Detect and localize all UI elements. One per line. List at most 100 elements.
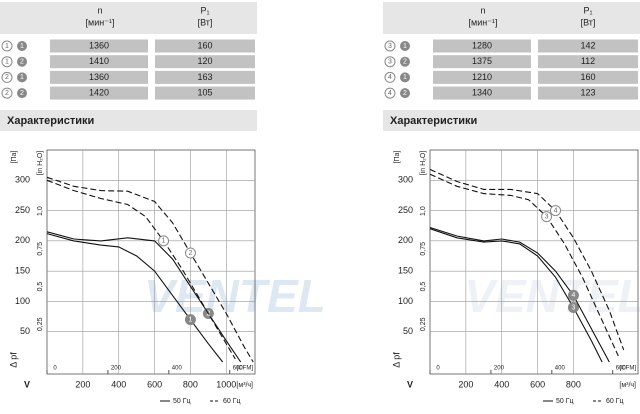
circle-label bbox=[17, 88, 27, 99]
header-n-unit: [мин⁻¹] bbox=[86, 17, 115, 27]
circle-label bbox=[384, 87, 396, 99]
y2-tick-label: 1,0 bbox=[37, 206, 44, 216]
cell: 1 bbox=[20, 43, 24, 50]
x-tick-label: 1000 bbox=[216, 379, 236, 389]
cell: 123 bbox=[580, 87, 595, 97]
y-axis-label: [Па] bbox=[394, 151, 401, 164]
cell: 1410 bbox=[89, 56, 109, 66]
cell: 1 bbox=[5, 59, 9, 66]
y2-tick-label: 0,25 bbox=[420, 317, 427, 331]
cell: 1340 bbox=[472, 87, 492, 97]
cell-box bbox=[433, 55, 531, 69]
cell: 1 bbox=[20, 74, 24, 81]
y-tick-label: 200 bbox=[398, 235, 413, 245]
cell: 1280 bbox=[472, 40, 492, 50]
circle-label bbox=[384, 40, 396, 52]
cell: 2 bbox=[20, 59, 24, 66]
curve-marker bbox=[567, 301, 579, 313]
cell: 1360 bbox=[89, 40, 109, 50]
y-tick-label: 250 bbox=[398, 205, 413, 215]
circle-label bbox=[17, 72, 27, 83]
circle-label bbox=[400, 41, 410, 51]
curve bbox=[429, 226, 610, 363]
curve-marker bbox=[550, 205, 562, 217]
y2-axis-label: [in H₂O] bbox=[37, 151, 44, 176]
cell-box bbox=[155, 39, 255, 53]
x2-tick-label: 600 bbox=[233, 366, 244, 372]
y-tick-label: 300 bbox=[398, 175, 413, 185]
curve-label: 3 bbox=[571, 304, 575, 311]
circle-label bbox=[1, 56, 13, 68]
x-tick-label: 800 bbox=[566, 379, 581, 389]
cell-box bbox=[538, 39, 638, 53]
cell-box bbox=[538, 86, 638, 100]
pressure-label: Δ pf bbox=[8, 352, 18, 368]
x2-tick-label: 400 bbox=[555, 366, 566, 372]
y2-axis-label: [in H₂O] bbox=[420, 151, 427, 176]
cell: 2 bbox=[403, 90, 407, 97]
cell: 160 bbox=[197, 40, 212, 50]
header-band bbox=[383, 2, 640, 34]
cell: 1420 bbox=[89, 87, 109, 97]
y2-tick-label: 0,75 bbox=[37, 242, 44, 256]
cell-box bbox=[433, 39, 531, 53]
legend-label: 60 Гц bbox=[223, 398, 241, 405]
cell: 4 bbox=[388, 90, 392, 97]
cell: 3 bbox=[388, 59, 392, 66]
y-tick-label: 150 bbox=[398, 266, 413, 276]
curve-label: 1 bbox=[188, 316, 192, 323]
circle-label bbox=[400, 56, 410, 67]
curve bbox=[46, 179, 236, 360]
flow-label: V bbox=[407, 379, 413, 389]
x2-tick-label: 200 bbox=[111, 366, 122, 372]
x-tick-label: 800 bbox=[183, 379, 198, 389]
y-tick-label: 150 bbox=[15, 266, 30, 276]
x-tick-label: 600 bbox=[530, 379, 545, 389]
cell-box bbox=[155, 86, 255, 100]
y-tick-label: 300 bbox=[15, 175, 30, 185]
cell: 1 bbox=[403, 74, 407, 81]
curve-label: 3 bbox=[545, 213, 549, 220]
curve bbox=[46, 231, 242, 363]
curve bbox=[429, 228, 603, 363]
cell: 112 bbox=[581, 56, 595, 66]
plot-frame bbox=[46, 149, 256, 375]
x-unit: [м³/ч] bbox=[236, 382, 253, 389]
y-tick-label: 50 bbox=[403, 326, 413, 336]
cell-box bbox=[433, 70, 531, 84]
section-title: Характеристики bbox=[390, 115, 477, 127]
cell: 163 bbox=[197, 72, 212, 82]
y2-tick-label: 0,5 bbox=[37, 282, 44, 292]
y-tick-label: 50 bbox=[20, 326, 30, 336]
header-p: P₁ bbox=[200, 5, 209, 15]
curve-label: 1 bbox=[162, 238, 166, 245]
y-tick-label: 100 bbox=[15, 296, 30, 306]
y-axis-label: [Па] bbox=[11, 151, 18, 164]
header-band bbox=[0, 2, 257, 34]
watermark: VENTEL bbox=[144, 270, 325, 322]
cell: 1 bbox=[5, 43, 9, 50]
circle-label bbox=[384, 71, 396, 83]
cell: 2 bbox=[20, 90, 24, 97]
cell: 1360 bbox=[89, 72, 109, 82]
x2-tick-label: 400 bbox=[172, 366, 183, 372]
header-n: n bbox=[480, 5, 485, 15]
cell-box bbox=[155, 55, 255, 69]
section-band bbox=[0, 110, 257, 131]
y-tick-label: 200 bbox=[15, 235, 30, 245]
cell-box bbox=[50, 55, 148, 69]
plot-frame bbox=[429, 149, 639, 375]
cell: 2 bbox=[5, 90, 9, 97]
y2-tick-label: 0,5 bbox=[420, 282, 427, 292]
x2-tick-label: 0 bbox=[53, 366, 57, 372]
cell: 120 bbox=[197, 56, 212, 66]
header-p-unit: [Вт] bbox=[581, 17, 596, 27]
section-band bbox=[383, 110, 640, 131]
x-tick-label: 200 bbox=[75, 379, 90, 389]
circle-label bbox=[400, 88, 410, 99]
watermark: VENTEL bbox=[464, 270, 640, 322]
circle-label bbox=[400, 72, 410, 83]
circle-label bbox=[1, 71, 13, 83]
